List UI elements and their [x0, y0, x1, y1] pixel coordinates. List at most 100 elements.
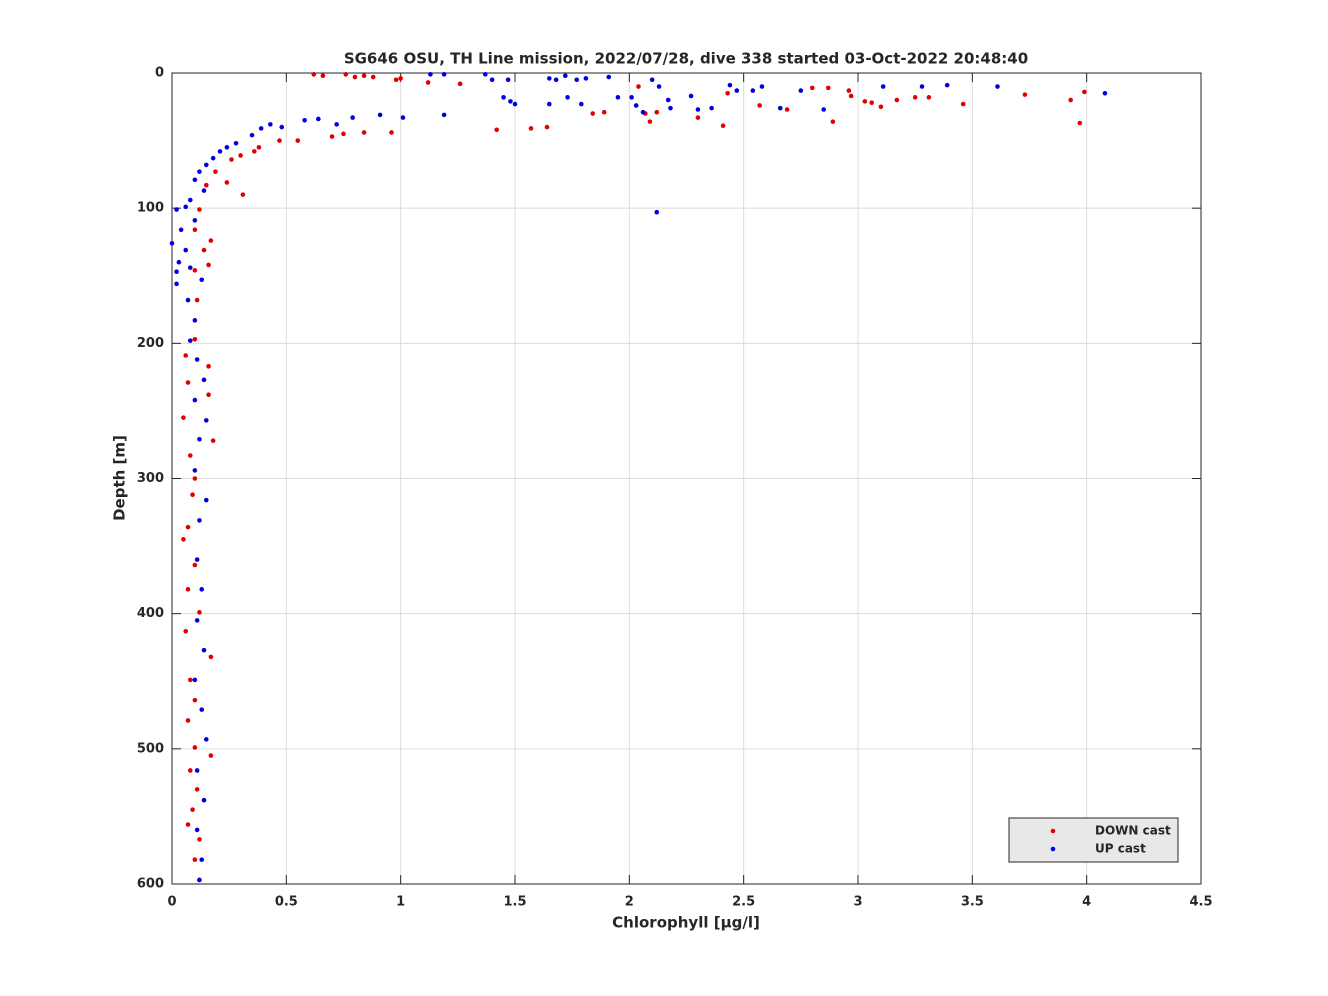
point [1068, 97, 1073, 103]
point [194, 618, 200, 623]
x-tick-label: 3.5 [961, 895, 984, 910]
point [601, 109, 607, 115]
legend-label: DOWN cast [1095, 824, 1171, 838]
legend-marker [1050, 846, 1056, 852]
point [194, 557, 200, 562]
x-tick-label: 3 [853, 895, 862, 910]
point [720, 123, 726, 129]
point [206, 262, 211, 268]
y-tick-label: 200 [137, 336, 164, 351]
point [187, 677, 193, 683]
point [187, 338, 193, 343]
x-tick-label: 4.5 [1189, 895, 1212, 910]
point [894, 97, 900, 103]
point [187, 768, 193, 773]
point [194, 827, 200, 833]
point [204, 497, 209, 503]
point [563, 73, 568, 79]
point [199, 707, 205, 712]
point [187, 453, 193, 458]
point [695, 115, 701, 120]
point [181, 537, 186, 542]
point [825, 85, 831, 91]
point [210, 155, 216, 161]
point [185, 718, 191, 723]
point [206, 392, 211, 397]
point [400, 115, 406, 120]
point [640, 109, 646, 115]
point [240, 192, 246, 197]
point [192, 397, 198, 403]
point [192, 677, 198, 683]
point [201, 247, 207, 253]
point [206, 364, 211, 369]
point [201, 188, 207, 193]
point [199, 277, 205, 283]
point [547, 76, 552, 81]
point [389, 130, 394, 135]
point [361, 73, 367, 79]
point [249, 132, 255, 138]
point [224, 145, 230, 150]
point [583, 76, 589, 81]
point [204, 737, 209, 742]
point [174, 281, 179, 287]
point [192, 476, 198, 481]
point [919, 84, 925, 89]
point [501, 95, 506, 100]
point [398, 76, 403, 81]
point [316, 116, 321, 122]
point [192, 318, 198, 323]
y-tick-label: 400 [137, 606, 164, 621]
point [425, 80, 431, 85]
point [654, 109, 660, 115]
point [192, 218, 198, 223]
point [734, 88, 740, 93]
point [229, 157, 234, 162]
y-tick-label: 300 [137, 471, 164, 486]
point [197, 837, 202, 842]
point [1077, 120, 1083, 126]
point [192, 268, 198, 273]
point [995, 84, 1000, 89]
point [201, 377, 207, 383]
point [208, 238, 214, 243]
point [750, 88, 756, 93]
point [295, 138, 301, 143]
y-tick-label: 0 [155, 66, 164, 81]
y-tick-label: 500 [137, 741, 164, 756]
point [185, 822, 191, 827]
point [489, 77, 495, 83]
point [574, 77, 580, 83]
point [647, 119, 653, 124]
point [757, 103, 762, 108]
point [199, 857, 205, 862]
point [183, 628, 189, 634]
point [210, 438, 216, 443]
point [334, 122, 339, 127]
point [944, 82, 950, 88]
point [181, 415, 186, 420]
point [377, 112, 383, 118]
point [759, 84, 765, 89]
point [208, 753, 214, 758]
point [224, 180, 230, 185]
point [809, 85, 815, 91]
point [194, 297, 200, 303]
point [194, 787, 200, 792]
point [320, 73, 326, 79]
point [821, 107, 826, 112]
point [482, 72, 488, 77]
point [256, 145, 262, 150]
point [547, 101, 552, 107]
point [441, 112, 447, 118]
point [494, 127, 500, 133]
point [190, 492, 195, 498]
point [213, 169, 218, 174]
point [341, 131, 346, 137]
point [204, 182, 209, 188]
point [174, 269, 179, 274]
point [190, 807, 195, 812]
point [183, 204, 189, 210]
